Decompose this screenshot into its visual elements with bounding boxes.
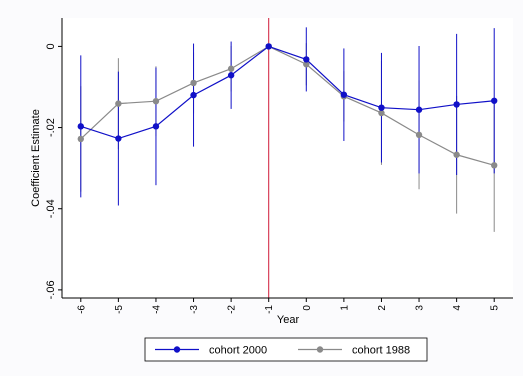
legend-marker-cohort-2000 [173,346,181,353]
line-cohort-2000 [80,45,495,140]
point-cohort-1988--3 [190,79,197,87]
point-cohort-2000--1 [265,43,272,50]
legend-box [144,337,428,362]
point-cohort-2000--4 [152,123,160,130]
x-tick-label: -5 [114,305,125,314]
point-cohort-2000-0 [303,56,310,63]
y-tick-label: -.04 [45,199,57,218]
point-cohort-2000-5 [491,97,498,104]
point-cohort-1988-2 [378,109,385,117]
x-axis-title: Year [277,314,300,326]
point-cohort-2000--6 [77,123,84,130]
x-tick-label: 3 [415,305,426,311]
point-cohort-2000--2 [227,72,235,79]
point-cohort-1988-3 [415,131,423,139]
point-cohort-2000-4 [453,101,460,108]
y-tick-label: -.06 [45,280,57,299]
point-cohort-2000-3 [415,106,423,113]
point-cohort-2000-1 [340,91,348,98]
x-tick-label: -2 [227,305,238,314]
y-tick-label: 0 [45,43,57,49]
x-tick-label: -1 [264,305,275,314]
line-cohort-1988 [80,45,495,166]
point-cohort-1988-4 [453,151,460,158]
x-tick-label: 0 [302,305,313,311]
x-tick-label: 1 [339,305,350,311]
point-cohort-1988-0 [303,61,310,68]
x-tick-label: -6 [76,305,87,314]
x-tick-label: -4 [151,305,162,314]
point-cohort-2000-2 [378,104,385,111]
legend-marker-cohort-1988 [316,346,324,353]
point-cohort-1988--5 [115,100,122,107]
point-cohort-2000--3 [190,91,197,99]
legend-label-cohort-2000: cohort 2000 [209,345,267,357]
point-cohort-2000--5 [115,135,122,142]
y-axis-title: Coefficient Estimate [30,109,42,207]
point-cohort-1988--6 [77,135,84,143]
point-cohort-1988--4 [152,97,160,105]
legend-label-cohort-1988: cohort 1988 [352,345,410,357]
x-tick-label: 2 [377,305,388,311]
point-cohort-1988--2 [227,65,235,72]
x-tick-label: 5 [490,305,501,311]
legend: cohort 2000 cohort 1988 [144,337,428,362]
x-tick-label: -3 [189,305,200,314]
point-cohort-1988-5 [491,162,498,169]
plot-area [62,18,513,298]
x-tick-label: 4 [452,305,463,311]
y-tick-label: -.02 [45,118,57,137]
